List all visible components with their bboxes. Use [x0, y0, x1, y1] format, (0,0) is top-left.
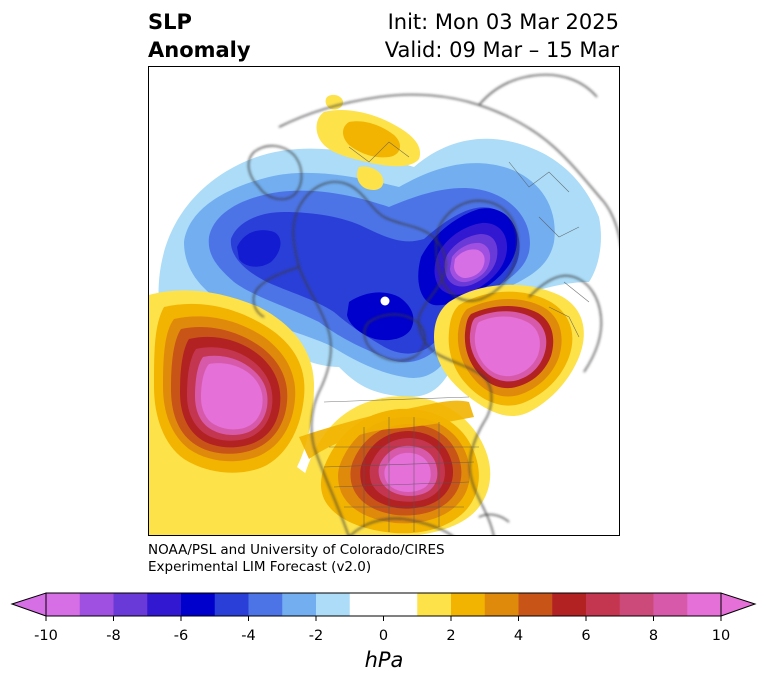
colorbar-cell: [79, 593, 114, 616]
colorbar-cell: [484, 593, 519, 616]
colorbar-cell: [181, 593, 216, 616]
colorbar-tick-label: -2: [308, 628, 324, 644]
colorbar-tick-label: 0: [378, 628, 389, 644]
colorbar-cell: [451, 593, 486, 616]
colorbar-cell: [552, 593, 587, 616]
colorbar-cell: [214, 593, 249, 616]
credit-line-2: Experimental LIM Forecast (v2.0): [148, 559, 372, 575]
plot-title: SLP Anomaly: [148, 8, 251, 64]
colorbar-cell: [383, 593, 418, 616]
colorbar-tick-label: -8: [106, 628, 121, 644]
title-line-2: Anomaly: [148, 38, 251, 62]
colorbar-cell: [282, 593, 317, 616]
colorbar-cell: [687, 593, 722, 616]
colorbar-tick-label: 4: [513, 628, 524, 644]
coastlines: [247, 74, 619, 535]
colorbar-cell: [518, 593, 553, 616]
map-panel: [148, 66, 620, 536]
colorbar-under-arrow: [10, 592, 47, 617]
colorbar-cells: [46, 593, 722, 616]
colorbar-tick-label: -6: [173, 628, 189, 644]
credit: NOAA/PSL and University of Colorado/CIRE…: [148, 542, 445, 576]
colorbar-tick-label: 8: [648, 628, 659, 644]
colorbar-tick-label: 2: [446, 628, 456, 644]
colorbar-cell: [349, 593, 384, 616]
colorbar-cell: [316, 593, 351, 616]
colorbar-cell: [653, 593, 688, 616]
colorbar-over-arrow: [720, 592, 757, 617]
colorbar-ticks: [45, 616, 722, 621]
colorbar-cell: [619, 593, 654, 616]
forecast-dates: Init: Mon 03 Mar 2025 Valid: 09 Mar – 15…: [385, 8, 619, 64]
colorbar-cell: [147, 593, 182, 616]
positive-anomaly-field: [149, 94, 584, 535]
colorbar-tick-label: 6: [581, 628, 591, 644]
title-line-1: SLP: [148, 10, 192, 34]
colorbar-tick-label: 10: [711, 628, 731, 644]
colorbar-cell: [248, 593, 283, 616]
pole-marker: [380, 296, 390, 306]
colorbar-cell: [586, 593, 621, 616]
colorbar-cell: [417, 593, 452, 616]
anomaly-map: [149, 74, 619, 535]
colorbar-cell: [113, 593, 148, 616]
colorbar-tick-label: -10: [34, 628, 58, 644]
colorbar-tick-label: -4: [241, 628, 256, 644]
colorbar: [10, 592, 757, 621]
borders: [323, 141, 590, 532]
init-date: Init: Mon 03 Mar 2025: [387, 10, 619, 34]
colorbar-unit: hPa: [364, 648, 404, 672]
valid-range: Valid: 09 Mar – 15 Mar: [384, 38, 619, 62]
credit-line-1: NOAA/PSL and University of Colorado/CIRE…: [148, 542, 445, 558]
colorbar-cell: [46, 593, 81, 616]
